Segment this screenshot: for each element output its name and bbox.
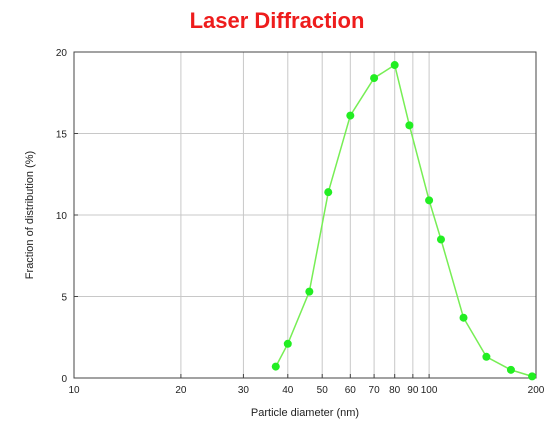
x-tick-label: 30 <box>238 385 250 396</box>
data-point <box>370 74 379 83</box>
y-tick-label: 5 <box>61 293 67 304</box>
data-point <box>459 313 468 322</box>
x-tick-label: 20 <box>175 385 187 396</box>
data-point <box>324 188 333 197</box>
data-point <box>425 196 434 205</box>
x-tick-label: 10 <box>68 385 80 396</box>
y-tick-label: 20 <box>56 48 68 59</box>
data-point <box>528 372 537 381</box>
grid <box>73 51 537 379</box>
data-point <box>390 61 399 70</box>
x-axis-title: Particle diameter (nm) <box>251 407 359 419</box>
data-point <box>506 365 515 374</box>
data-point <box>436 235 445 244</box>
data-point <box>271 362 280 371</box>
y-axis-title: Fraction of distribution (%) <box>24 151 36 279</box>
x-tick-label: 100 <box>421 385 438 396</box>
x-tick-label: 200 <box>528 385 545 396</box>
data-point <box>482 352 491 361</box>
x-tick-label: 50 <box>317 385 329 396</box>
data-point <box>305 287 314 296</box>
series-line <box>275 63 533 378</box>
series <box>271 61 537 381</box>
x-tick-label: 90 <box>407 385 419 396</box>
data-point <box>283 339 292 348</box>
x-tick-label: 60 <box>345 385 357 396</box>
data-point <box>346 111 355 120</box>
x-tick-label: 80 <box>389 385 401 396</box>
x-tick-label: 70 <box>369 385 381 396</box>
axis-ticks: 10 20 30 40 50 60 70 80 90 100 200 0 5 10 15 20 <box>56 48 545 396</box>
y-tick-label: 10 <box>56 211 68 222</box>
data-point <box>405 121 414 130</box>
x-tick-label: 40 <box>282 385 294 396</box>
y-tick-label: 15 <box>56 130 68 141</box>
y-tick-label: 0 <box>61 374 67 385</box>
chart-title: Laser Diffraction <box>189 8 365 33</box>
